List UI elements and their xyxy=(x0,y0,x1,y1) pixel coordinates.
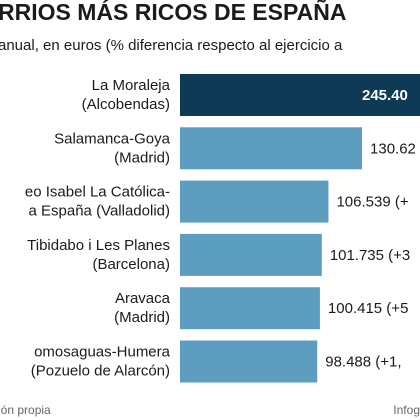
credit: Infog xyxy=(393,403,420,417)
category-line: (Madrid) xyxy=(114,309,170,326)
category-line: eo Isabel La Católica- xyxy=(25,184,170,201)
value-label: 245.40 xyxy=(362,87,408,104)
chart-subtitle: anual, en euros (% diferencia respecto a… xyxy=(0,37,343,54)
category-label: Salamanca-Goya (Madrid) xyxy=(54,130,171,166)
category-line: omosaguas-Humera xyxy=(34,343,171,360)
category-line: (Alcobendas) xyxy=(82,96,170,113)
category-line: (Barcelona) xyxy=(92,256,170,273)
bar xyxy=(180,127,363,170)
bar xyxy=(180,287,320,330)
value-label: 130.62 xyxy=(370,140,416,157)
category-line: Tibidabo i Les Planes xyxy=(27,237,170,254)
value-label: 100.415 (+5 xyxy=(328,300,409,317)
source: ión propia xyxy=(0,403,51,417)
bar xyxy=(180,233,322,276)
bar xyxy=(180,180,329,223)
category-line: La Moraleja xyxy=(92,77,171,94)
category-label: omosaguas-Humera (Pozuelo de Alarcón) xyxy=(31,343,171,379)
category-label: La Moraleja (Alcobendas) xyxy=(82,77,171,113)
value-label: 101.735 (+3 xyxy=(330,247,411,264)
category-label: Tibidabo i Les Planes (Barcelona) xyxy=(27,237,170,273)
bar xyxy=(180,74,420,116)
category-line: Aravaca xyxy=(115,290,171,307)
bar xyxy=(180,340,318,383)
category-line: Salamanca-Goya xyxy=(54,130,171,147)
category-label: eo Isabel La Católica-a España (Valladol… xyxy=(25,184,170,220)
category-line: a España (Valladolid) xyxy=(29,203,170,220)
category-line: (Madrid) xyxy=(114,149,170,166)
value-label: 98.488 (+1, xyxy=(325,353,401,370)
value-label: 106.539 (+ xyxy=(336,194,408,211)
category-line: (Pozuelo de Alarcón) xyxy=(31,362,170,379)
chart-title: RRIOS MÁS RICOS DE ESPAÑA xyxy=(0,0,346,25)
category-label: Aravaca (Madrid) xyxy=(114,290,170,326)
